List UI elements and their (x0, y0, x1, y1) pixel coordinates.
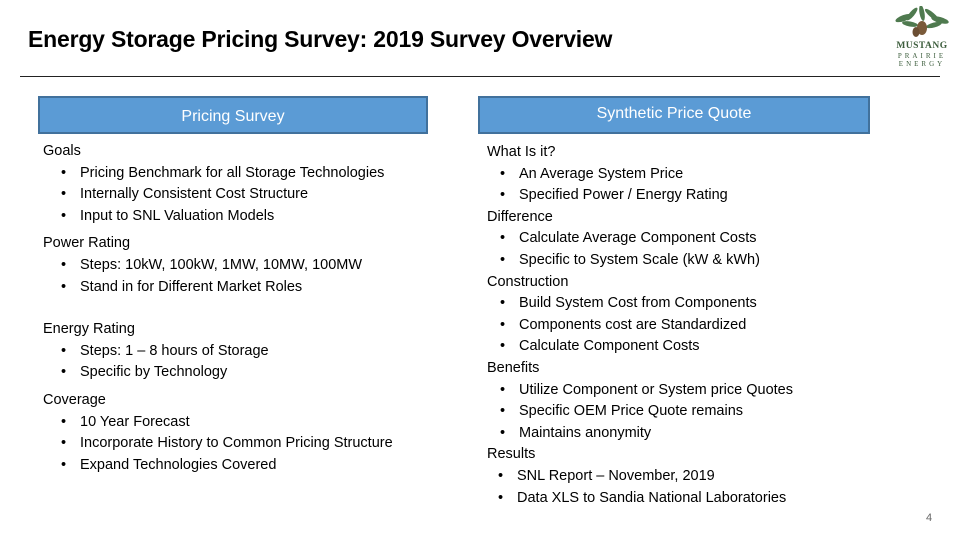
list-item: Pricing Benchmark for all Storage Techno… (43, 163, 463, 185)
logo-line-3: ENERGY (898, 59, 946, 68)
section-difference: Difference Calculate Average Component C… (487, 207, 927, 272)
section-results: Results SNL Report – November, 2019 Data… (487, 444, 927, 509)
list-item: Steps: 10kW, 100kW, 1MW, 10MW, 100MW (43, 255, 463, 277)
section-coverage: Coverage 10 Year Forecast Incorporate Hi… (43, 390, 463, 476)
section-benefits: Benefits Utilize Component or System pri… (487, 358, 927, 444)
list-item: Specified Power / Energy Rating (487, 185, 927, 207)
list-item: Specific by Technology (43, 362, 463, 384)
section-heading: Goals (43, 143, 81, 159)
section-heading: Construction (487, 273, 569, 290)
pine-branch-icon (895, 6, 949, 37)
section-power-rating: Power Rating Steps: 10kW, 100kW, 1MW, 10… (43, 233, 463, 298)
list-item: 10 Year Forecast (43, 412, 463, 434)
list-item: Maintains anonymity (487, 423, 927, 445)
list-item: Utilize Component or System price Quotes (487, 380, 927, 402)
section-heading: Power Rating (43, 235, 131, 252)
list-item: Specific to System Scale (kW & kWh) (487, 250, 927, 272)
logo-line-1: MUSTANG (896, 41, 948, 51)
section-construction: Construction Build System Cost from Comp… (487, 272, 927, 358)
list-item: Expand Technologies Covered (43, 455, 463, 477)
section-heading: Coverage (43, 391, 106, 408)
section-heading: Benefits (487, 359, 540, 376)
section-heading: Results (487, 446, 536, 463)
list-item: Components cost are Standardized (487, 315, 927, 337)
section-heading: Difference (487, 208, 553, 225)
pricing-survey-column: Goals Pricing Benchmark for all Storage … (43, 141, 463, 476)
list-item: Internally Consistent Cost Structure (43, 184, 463, 206)
company-logo: MUSTANG PRAIRIE ENERGY (890, 6, 954, 70)
page-number: 4 (926, 512, 933, 524)
section-heading: What Is it? (487, 144, 556, 160)
synthetic-price-quote-column: What Is it? An Average System Price Spec… (487, 142, 927, 509)
list-item: Input to SNL Valuation Models (43, 206, 463, 228)
section-what-is-it: What Is it? An Average System Price Spec… (487, 142, 927, 207)
list-item: Calculate Component Costs (487, 336, 927, 358)
list-item: Calculate Average Component Costs (487, 228, 927, 250)
section-heading: Energy Rating (43, 321, 135, 338)
list-item: Data XLS to Sandia National Laboratories (487, 488, 927, 510)
list-item: Specific OEM Price Quote remains (487, 401, 927, 423)
list-item: Build System Cost from Components (487, 293, 927, 315)
list-item: SNL Report – November, 2019 (487, 466, 927, 488)
section-goals: Goals Pricing Benchmark for all Storage … (43, 141, 463, 227)
logo-line-2: PRAIRIE (897, 51, 947, 60)
list-item: An Average System Price (487, 164, 927, 186)
list-item: Stand in for Different Market Roles (43, 277, 463, 299)
synthetic-price-quote-header: Synthetic Price Quote (478, 96, 870, 134)
title-divider (20, 76, 940, 77)
pricing-survey-header: Pricing Survey (38, 96, 428, 134)
section-energy-rating: Energy Rating Steps: 1 – 8 hours of Stor… (43, 319, 463, 384)
list-item: Incorporate History to Common Pricing St… (43, 433, 463, 455)
list-item: Steps: 1 – 8 hours of Storage (43, 341, 463, 363)
slide-title: Energy Storage Pricing Survey: 2019 Surv… (28, 26, 613, 52)
